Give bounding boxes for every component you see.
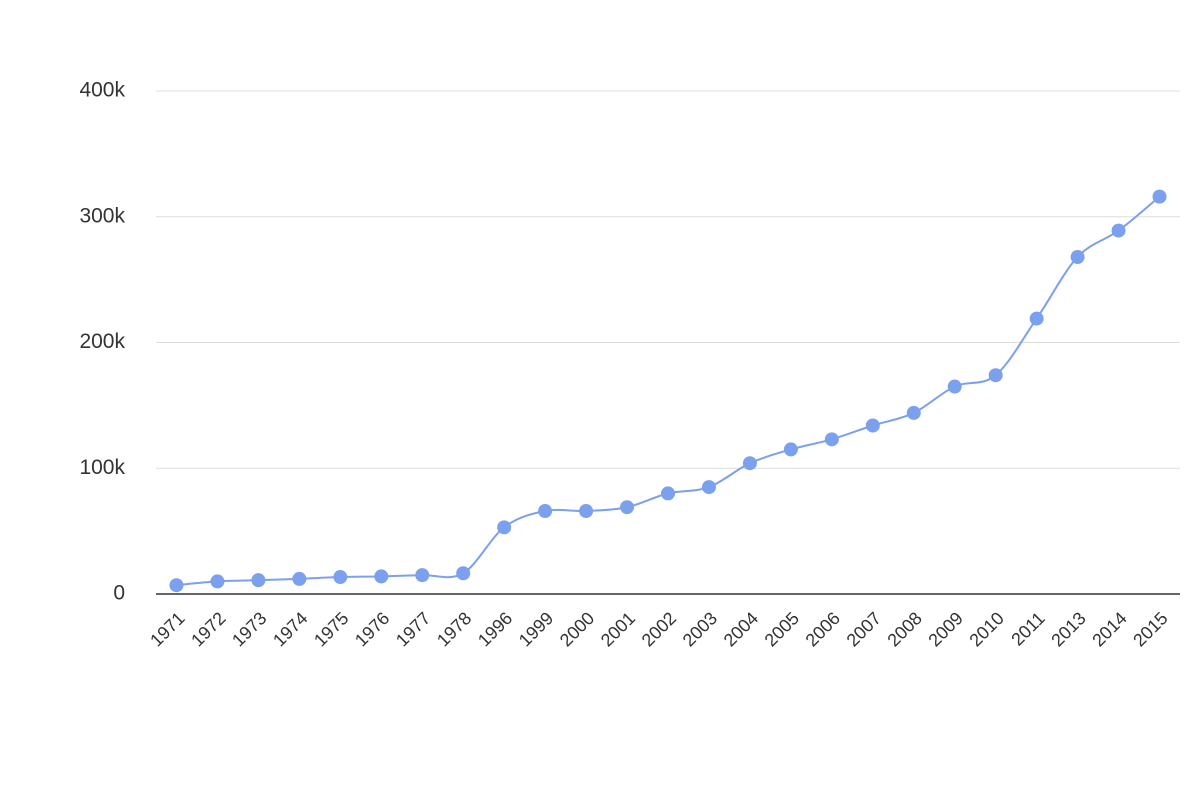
x-tick-label: 2001 (597, 608, 639, 650)
point (579, 504, 594, 519)
x-tick-label: 1978 (433, 608, 475, 650)
x-tick-label: 2006 (802, 608, 844, 650)
point (1029, 311, 1044, 326)
x-tick-label: 2003 (679, 608, 721, 650)
x-tick-label: 1996 (474, 608, 516, 650)
x-tick-label: 2014 (1088, 608, 1130, 650)
y-tick-label: 400k (79, 79, 125, 102)
grid (156, 90, 1180, 595)
x-tick-label: 1999 (515, 608, 557, 650)
y-tick-label: 0 (113, 582, 125, 605)
point (906, 405, 921, 420)
x-tick-label: 1973 (228, 608, 270, 650)
point (865, 418, 880, 433)
point (783, 442, 798, 457)
point (374, 569, 389, 584)
point (620, 500, 635, 515)
point (1152, 189, 1167, 204)
point (456, 566, 471, 581)
x-tick-label: 2010 (965, 608, 1007, 650)
x-tick-label: 2005 (761, 608, 803, 650)
point (292, 571, 307, 586)
x-tick-label: 1974 (269, 608, 311, 650)
x-tick-label: 1971 (146, 608, 188, 650)
y-tick-label: 100k (79, 456, 125, 479)
line (176, 195, 1161, 587)
x-tick-label: 2002 (638, 608, 680, 650)
point (251, 573, 266, 588)
point (333, 570, 348, 585)
x-tick-label: 1976 (351, 608, 393, 650)
point (497, 520, 512, 535)
x-tick-label: 1975 (310, 608, 352, 650)
point (210, 574, 225, 589)
x-tick-label: 2004 (720, 608, 762, 650)
point (988, 368, 1003, 383)
point (742, 456, 757, 471)
point (824, 432, 839, 447)
x-tick-label: 2015 (1129, 608, 1171, 650)
x-tick-label: 1977 (392, 608, 434, 650)
point (1111, 223, 1126, 238)
point (701, 480, 716, 495)
point (169, 578, 184, 593)
x-tick-label: 1972 (187, 608, 229, 650)
point (947, 379, 962, 394)
x-tick-label: 2009 (924, 608, 966, 650)
point (538, 504, 553, 519)
x-tick-label: 2008 (883, 608, 925, 650)
point (661, 486, 675, 501)
x-tick-label: 2013 (1047, 608, 1089, 650)
point (415, 568, 430, 583)
y-tick-label: 200k (79, 330, 125, 353)
x-tick-label: 2011 (1007, 608, 1049, 650)
point (1070, 249, 1085, 264)
y-tick-label: 300k (79, 204, 125, 227)
x-tick-label: 2007 (843, 608, 885, 650)
x-tick-label: 2000 (556, 608, 598, 650)
